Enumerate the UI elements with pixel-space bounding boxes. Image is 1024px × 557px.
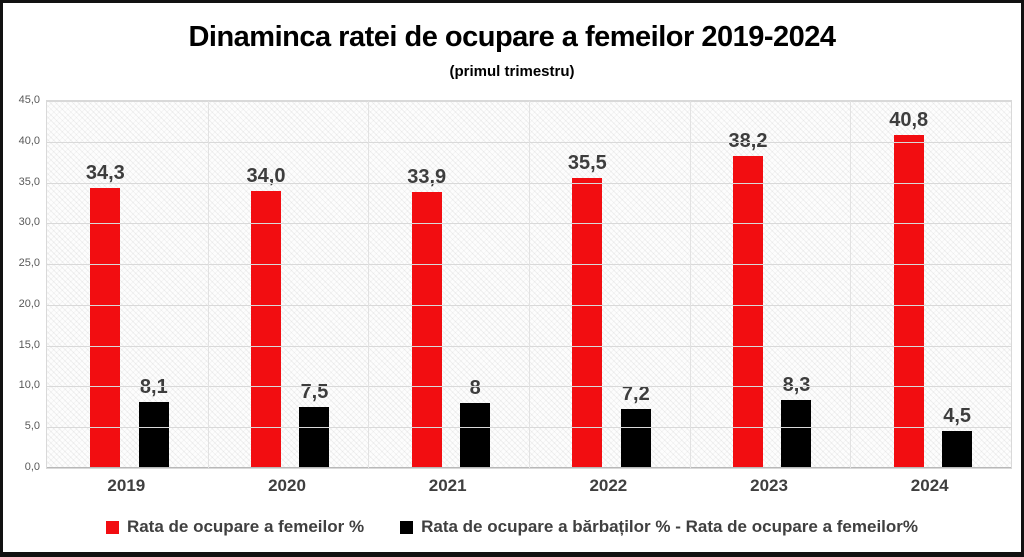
data-label: 8,3	[782, 374, 811, 397]
data-label: 7,2	[621, 383, 650, 406]
bar-column: 34,0	[246, 164, 286, 468]
bar-column: 8	[460, 376, 491, 468]
bar-barbati	[299, 406, 330, 468]
x-axis-label: 2023	[750, 476, 788, 495]
bar-femei	[893, 135, 924, 468]
y-tick-label: 10,0	[18, 379, 40, 392]
bar-femei	[251, 190, 281, 468]
data-label: 7,5	[300, 380, 329, 403]
legend-entry: Rata de ocupare a bărbaților % - Rata de…	[400, 517, 918, 537]
bar-barbati	[620, 409, 651, 468]
data-label: 34,0	[246, 164, 286, 187]
bar-barbati	[942, 431, 973, 468]
x-axis-label: 2019	[107, 476, 146, 495]
data-label: 38,2	[728, 130, 768, 153]
legend: Rata de ocupare a femeilor % Rata de ocup…	[3, 517, 1021, 537]
legend-label: Rata de ocupare a bărbaților % - Rata de…	[421, 517, 919, 536]
chart-subtitle: (primul trimestru)	[449, 63, 575, 80]
bar-column: 34,3	[86, 163, 125, 468]
x-axis-label: 2020	[268, 476, 306, 495]
y-tick-label: 0,0	[24, 461, 40, 473]
data-label: 33,9	[407, 165, 447, 188]
bar-barbati	[460, 402, 491, 468]
x-axis-label: 2024	[910, 476, 949, 495]
bar-groups: 34,3 8,1 34,0 7,5 33,9 8 35,5 7,2 38,2 8,3 40,8 4,5	[47, 101, 1011, 468]
bar-femei	[572, 178, 603, 468]
y-tick-label: 40,0	[18, 134, 40, 147]
plot-area: 34,3 8,1 34,0 7,5 33,9 8 35,5 7,2 38,2 8,3 40,8 4,5	[46, 100, 1012, 469]
group-separator	[689, 101, 691, 468]
x-axis-labels: 2019 2020 2021 2022 2023 2024	[46, 476, 1010, 496]
y-tick-label: 45,0	[18, 94, 40, 106]
y-tick-label: 5,0	[24, 420, 40, 433]
data-label: 34,3	[85, 162, 125, 185]
bar-femei	[411, 191, 442, 468]
data-label: 8	[469, 376, 481, 399]
legend-label: Rata de ocupare a femeilor %	[126, 517, 365, 536]
bar-column: 4,5	[942, 405, 973, 468]
bar-femei	[90, 188, 121, 468]
y-tick-label: 20,0	[18, 297, 40, 310]
bar-barbati	[138, 401, 169, 468]
chart-title: Dinaminca ratei de ocupare a femeilor 20…	[188, 21, 836, 53]
data-label: 35,5	[567, 152, 607, 175]
y-axis: 0,0 5,0 10,0 15,0 20,0 25,0 30,0 35,0 40,0 45,0	[3, 3, 40, 552]
y-tick-label: 15,0	[18, 338, 40, 351]
group-separator	[850, 101, 852, 468]
bar-column: 40,8	[889, 110, 928, 468]
bar-column: 8,1	[138, 377, 169, 468]
bar-group: 35,5 7,2	[529, 101, 690, 468]
bar-column: 7,2	[620, 383, 651, 468]
group-separator	[368, 101, 370, 468]
y-tick-label: 25,0	[18, 257, 40, 270]
y-tick-label: 35,0	[18, 175, 40, 188]
bar-column: 7,5	[299, 380, 330, 468]
bar-column: 38,2	[728, 130, 768, 468]
bar-column: 35,5	[568, 153, 607, 468]
bar-group: 34,0 7,5	[208, 101, 369, 468]
bar-femei	[733, 156, 764, 468]
data-label: 40,8	[889, 109, 929, 132]
bar-group: 38,2 8,3	[690, 101, 851, 468]
group-separator	[207, 101, 209, 468]
y-tick-label: 30,0	[18, 216, 40, 229]
x-axis-label: 2022	[589, 476, 628, 495]
bar-column: 33,9	[407, 167, 446, 468]
bar-column: 8,3	[781, 374, 812, 468]
bar-group: 33,9 8	[368, 101, 529, 468]
group-separator	[529, 101, 530, 468]
legend-entry: Rata de ocupare a femeilor %	[105, 517, 365, 537]
bar-group: 40,8 4,5	[850, 101, 1011, 468]
data-label: 4,5	[943, 405, 972, 428]
bar-group: 34,3 8,1	[47, 101, 208, 468]
bar-barbati	[781, 400, 812, 468]
x-axis-label: 2021	[428, 476, 467, 495]
legend-swatch-femei	[105, 520, 119, 534]
legend-swatch-barbati	[400, 520, 414, 534]
